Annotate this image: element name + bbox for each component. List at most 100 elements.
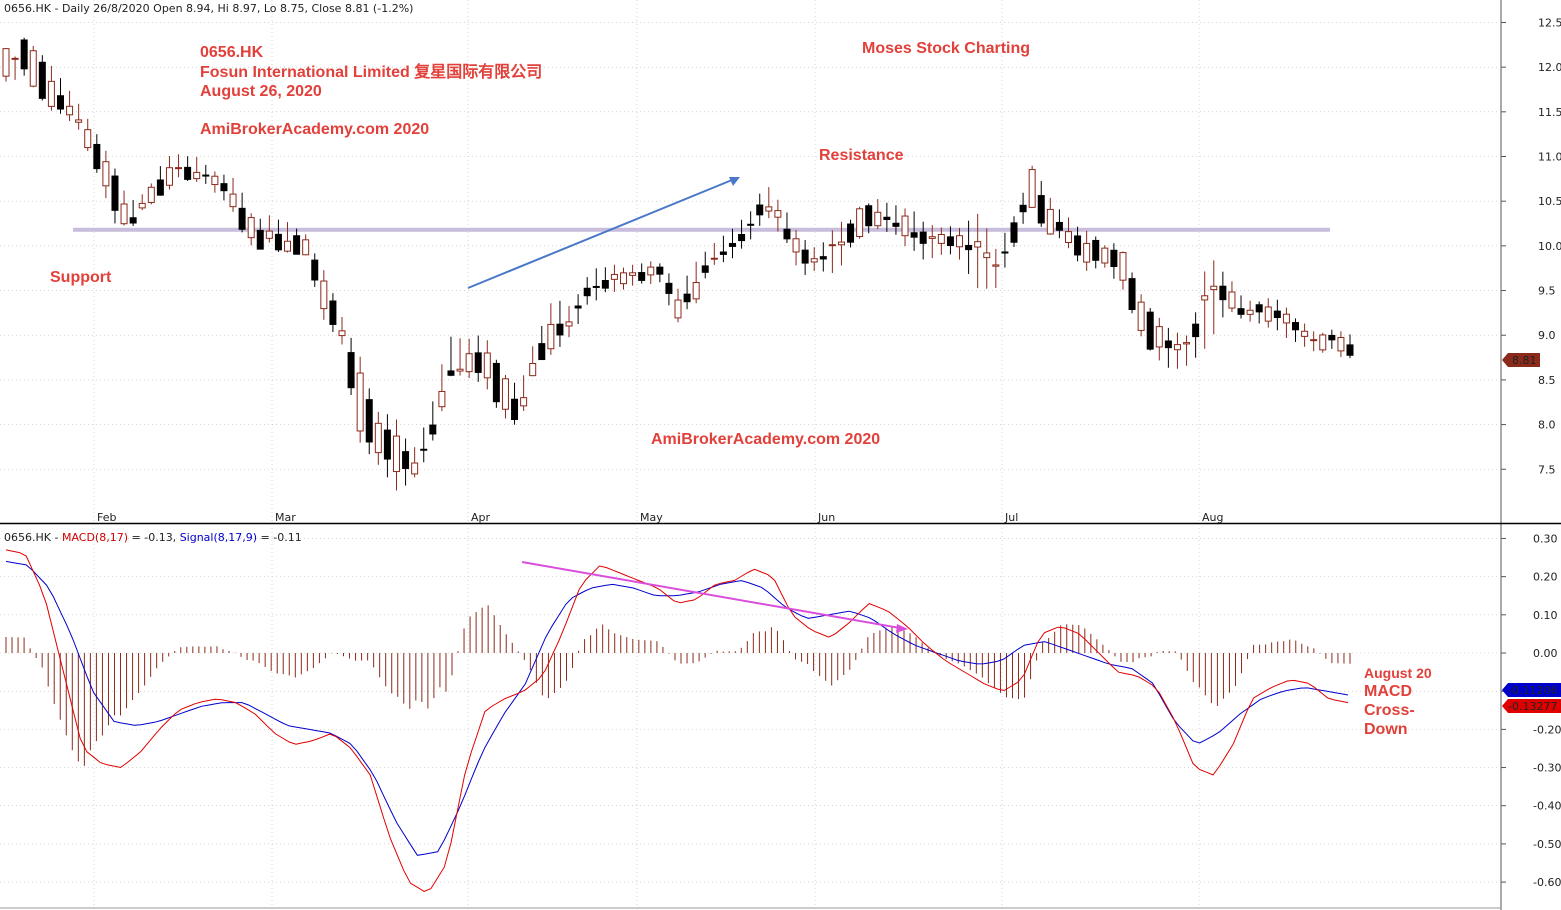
candle-body [529,363,537,377]
macd-tick-label: -0.60 [1533,876,1561,889]
candle-body [483,352,491,379]
candle-body [138,202,146,209]
candle-body [1092,239,1100,261]
price-tick-label: 12.5 [1538,16,1561,29]
candle-body [747,223,755,226]
candle-body [965,244,973,251]
candle-body [20,39,28,70]
candle-body [1328,334,1336,341]
candle-body [701,265,709,273]
macd-tick-label: 0.00 [1533,647,1558,660]
candle-body [492,362,500,403]
macd-axis-labels: 0.300.200.100.00-0.10-0.20-0.30-0.40-0.5… [1501,532,1561,889]
candle-body [629,272,637,276]
candle-body [892,222,900,227]
candle-body [1137,301,1145,331]
candle-body [274,233,282,251]
candle-body [220,183,228,192]
candle-body [320,280,328,310]
candle-body [801,249,809,264]
candle-body [311,259,319,281]
candle-body [1010,222,1018,243]
candle-body [184,166,192,180]
candle-body [538,343,546,361]
candle-body [692,281,700,300]
candle-body [1337,337,1345,352]
signal-badge: -0.11206 [1502,683,1561,697]
candle-body [919,231,927,244]
candle-body [120,203,128,225]
candle-body [874,211,882,227]
price-tick-label: 11.0 [1538,151,1561,164]
candle-body [1228,291,1236,309]
candle-body [447,370,455,376]
candle-body [647,266,655,276]
macd-header: 0656.HK - MACD(8,17) = -0.13, Signal(8,1… [4,531,302,544]
candle-body [229,193,237,208]
candle-body [256,229,264,250]
candle-body [1119,252,1127,281]
signal-badge-text: -0.11206 [1508,684,1557,697]
month-label: Jul [1004,511,1018,524]
candle-body [1173,344,1181,351]
candle-body [75,119,83,123]
watermark-annotation: AmiBrokerAcademy.com 2020 [200,121,429,138]
candle-body [819,256,827,260]
candle-body [983,252,991,259]
candle-body [1155,326,1163,348]
candle-body [1110,249,1118,268]
candle-body [1037,195,1045,224]
candle-body [411,462,419,475]
candle-body [284,240,292,252]
price-tick-label: 11.5 [1538,106,1561,119]
candle-body [1019,204,1027,213]
candle-body [165,167,173,186]
macd-badge-text: -0.13277 [1508,700,1557,713]
candle-body [774,210,782,218]
candle-body [38,61,46,99]
candle-body [1164,340,1172,349]
candle-body [1255,304,1263,313]
candle-body [1346,344,1354,356]
candle-body [374,422,382,454]
trend-arrow [467,179,733,289]
candle-body [1282,313,1290,324]
candle-body [56,95,64,110]
candle-body [47,80,55,107]
candle-body [792,238,800,253]
candle-body [865,205,873,227]
candle-body [928,236,936,239]
macd-histogram [5,605,1351,766]
candle-body [656,266,664,275]
watermark-annotation-2: AmiBrokerAcademy.com 2020 [651,431,880,448]
macd-header-label: MACD(8,17) [62,531,128,544]
candle-body [129,217,137,224]
candle-body [883,216,891,221]
candle-body [1101,247,1109,264]
candle-body [338,330,346,337]
candle-body [1083,242,1091,263]
candle-body [247,217,255,239]
candle-body [238,207,246,230]
candle-body [620,272,628,285]
candle-body [756,204,764,216]
price-badge: 8.81 [1502,353,1540,367]
candle-body [1237,308,1245,315]
candle-body [1192,323,1200,338]
macd-line [5,549,1349,892]
candle-body [66,105,74,116]
candle-body [1310,339,1318,342]
candle-body [2,48,10,77]
macd-cross-annotation-1: MACD [1364,683,1412,700]
candle-body [828,244,836,247]
brand-annotation: Moses Stock Charting [862,40,1030,57]
candle-body [601,280,609,289]
candle-body [1301,330,1309,337]
candle-body [438,390,446,408]
signal-badge-shape [1502,683,1561,697]
candle-body [392,435,400,473]
candle-body [1028,169,1036,208]
candle-body [1074,235,1082,256]
candle-body [1146,311,1154,350]
